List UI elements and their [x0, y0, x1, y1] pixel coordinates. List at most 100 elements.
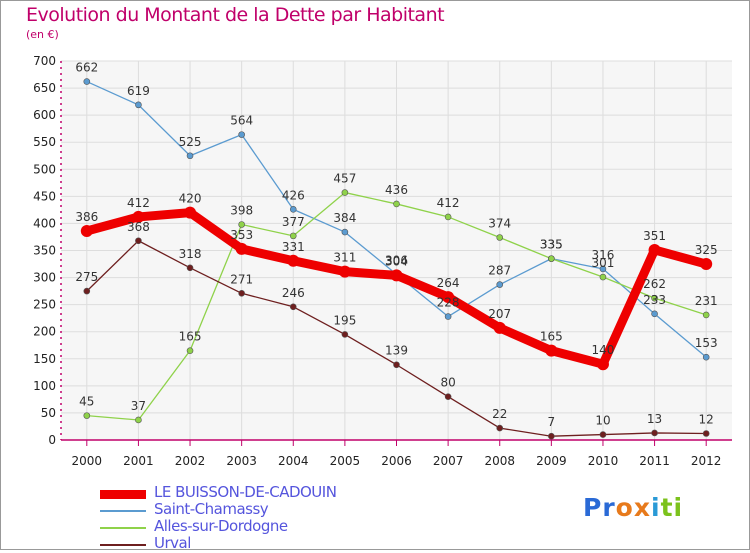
data-point [599, 273, 607, 281]
data-point [599, 431, 607, 438]
data-label: 426 [282, 188, 305, 202]
legend-swatch [100, 490, 146, 499]
data-point [545, 344, 558, 357]
data-label: 316 [592, 248, 615, 262]
data-point [132, 210, 145, 223]
data-label: 275 [75, 270, 98, 284]
data-label: 335 [540, 238, 563, 252]
data-label: 80 [440, 376, 455, 390]
data-point [341, 228, 349, 236]
brand-letter: r [602, 493, 616, 522]
data-label: 436 [385, 183, 408, 197]
data-point [648, 243, 661, 256]
x-tick-label: 2012 [691, 454, 722, 468]
data-point [287, 254, 300, 267]
data-label: 384 [333, 211, 356, 225]
data-label: 301 [592, 256, 615, 270]
data-label: 262 [643, 277, 666, 291]
data-label: 140 [592, 343, 615, 357]
data-point [186, 152, 194, 160]
y-tick-label: 50 [41, 406, 56, 420]
data-label: 564 [230, 114, 253, 128]
data-label: 22 [492, 407, 507, 421]
x-tick-label: 2008 [484, 454, 515, 468]
data-label: 228 [437, 296, 460, 310]
y-tick-label: 550 [33, 135, 56, 149]
data-point [599, 265, 607, 273]
data-point [289, 232, 297, 240]
data-label: 331 [282, 240, 305, 254]
data-point [341, 189, 349, 196]
data-point [186, 347, 194, 354]
data-point [238, 131, 245, 138]
data-point [289, 206, 297, 213]
chart-title: Evolution du Montant de la Dette par Hab… [26, 4, 445, 26]
data-label: 311 [333, 251, 356, 265]
legend-swatch [100, 544, 146, 546]
data-point [238, 289, 245, 297]
data-point [341, 331, 349, 338]
data-label: 195 [333, 313, 356, 327]
data-label: 374 [488, 217, 511, 231]
x-tick-label: 2010 [588, 454, 619, 468]
data-point [83, 287, 91, 295]
data-point [289, 303, 297, 311]
data-point [444, 213, 452, 221]
data-label: 12 [699, 413, 714, 427]
data-label: 287 [488, 264, 511, 278]
data-point [496, 281, 504, 288]
data-point [83, 78, 91, 85]
x-tick-label: 2009 [536, 454, 567, 468]
data-label: 377 [282, 215, 305, 229]
data-label: 231 [695, 294, 718, 308]
x-tick-label: 2001 [123, 454, 154, 468]
data-label: 412 [127, 196, 150, 210]
data-point [596, 358, 609, 371]
data-point [135, 237, 142, 245]
data-label: 306 [385, 253, 408, 267]
y-tick-label: 500 [33, 162, 56, 176]
data-point [700, 258, 713, 271]
data-point [83, 412, 91, 419]
data-label: 165 [179, 330, 202, 344]
data-point [186, 264, 194, 272]
data-point [135, 416, 142, 424]
data-label: 233 [643, 293, 666, 307]
data-point [444, 313, 452, 320]
data-label: 271 [230, 272, 253, 286]
data-point [651, 310, 658, 318]
data-point [651, 294, 658, 302]
data-point [393, 200, 400, 208]
unit-label: (en €) [26, 28, 59, 41]
data-label: 7 [548, 415, 556, 429]
data-point [393, 361, 400, 369]
x-tick-label: 2002 [175, 454, 206, 468]
brand-letter: i [673, 493, 684, 522]
data-point [702, 353, 710, 361]
data-label: 13 [647, 412, 662, 426]
brand-letter: P [583, 493, 603, 522]
data-point [390, 269, 403, 282]
data-point [702, 430, 710, 437]
data-label: 457 [333, 172, 356, 186]
data-label: 318 [179, 247, 202, 261]
y-tick-label: 250 [33, 298, 56, 312]
data-point [235, 242, 248, 255]
y-tick-label: 0 [48, 433, 56, 447]
data-point [702, 311, 710, 319]
data-label: 304 [385, 254, 408, 268]
data-label: 619 [127, 84, 150, 98]
data-label: 412 [437, 196, 460, 210]
data-point [496, 424, 504, 432]
data-label: 420 [179, 192, 202, 206]
data-label: 37 [131, 399, 146, 413]
data-label: 662 [75, 61, 98, 75]
data-label: 10 [595, 414, 610, 428]
data-point [338, 265, 351, 278]
legend-swatch [100, 510, 146, 512]
y-tick-label: 150 [33, 352, 56, 366]
data-label: 325 [695, 243, 718, 257]
data-label: 45 [79, 395, 94, 409]
data-label: 139 [385, 344, 408, 358]
x-tick-label: 2005 [330, 454, 361, 468]
